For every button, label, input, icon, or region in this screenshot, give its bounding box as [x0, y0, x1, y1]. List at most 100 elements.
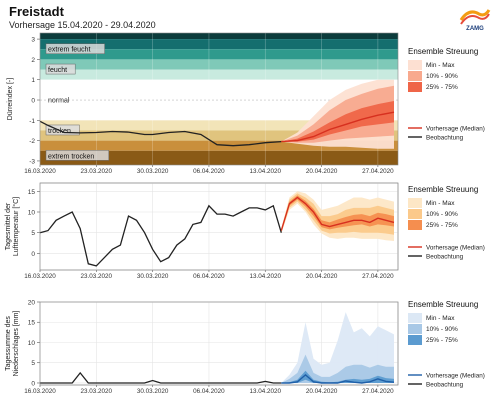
legend-swatch — [408, 198, 422, 208]
drought-band — [40, 33, 398, 40]
x-tick-label: 06.04.2020 — [193, 273, 225, 280]
x-tick-label: 27.04.2020 — [362, 388, 394, 395]
legend-swatch — [408, 60, 422, 70]
legend-swatch — [408, 335, 422, 345]
category-label: trocken — [48, 128, 71, 135]
drought-band — [40, 39, 398, 50]
x-tick-label: 30.03.2020 — [137, 388, 169, 395]
legend-line-label: Vorhersage (Median) — [426, 373, 485, 380]
x-tick-label: 13.04.2020 — [250, 273, 282, 280]
observation-line — [39, 120, 282, 147]
x-tick-label: 23.03.2020 — [81, 273, 113, 280]
x-tick-label: 27.04.2020 — [362, 168, 394, 175]
legend-title: Ensemble Streuung — [408, 185, 478, 194]
x-tick-label: 23.03.2020 — [81, 388, 113, 395]
chart-panel-2: 0 5 10 15 16.03.2020 23.03.2020 30.03.2020 06.0… — [5, 182, 485, 280]
legend-line-label: Beobachtung — [426, 254, 464, 261]
drought-band — [40, 69, 398, 80]
legend-line-label: Beobachtung — [426, 382, 464, 389]
legend-swatch — [408, 82, 422, 92]
x-tick-label: 13.04.2020 — [250, 168, 282, 175]
y-tick-label: 1 — [31, 77, 35, 84]
x-tick-label: 16.03.2020 — [24, 388, 56, 395]
legend-item: Min - Max — [426, 315, 455, 322]
legend-item: Min - Max — [426, 200, 455, 207]
drought-band — [40, 140, 398, 151]
plot-frame — [39, 301, 399, 386]
category-label: extrem feucht — [48, 47, 90, 54]
drought-band — [40, 120, 398, 131]
legend-line-label: Vorhersage (Median) — [426, 245, 485, 252]
chart-panel-1: -3 -2 -1 0 1 2 3 16.03.2020 23.03.2020 30.03.2020… — [7, 32, 485, 175]
x-tick-label: 16.03.2020 — [24, 273, 56, 280]
category-label-box — [45, 150, 110, 161]
logo-text: ZAMG — [466, 26, 484, 32]
band-10-90 — [281, 85, 394, 143]
forecast-median-line — [281, 373, 395, 384]
drought-band — [40, 150, 398, 165]
observation-line — [40, 371, 282, 384]
legend-swatch — [408, 209, 422, 219]
legend-line-label: Beobachtung — [426, 135, 464, 142]
x-tick-label: 30.03.2020 — [137, 273, 169, 280]
forecast-median-line — [281, 111, 395, 143]
category-label-box — [45, 124, 80, 136]
legend-swatch — [408, 313, 422, 323]
y-tick-label: 0 — [31, 380, 35, 387]
legend-swatch — [408, 324, 422, 334]
zamg-logo: ZAMG — [457, 4, 493, 32]
legend-item: 25% - 75% — [426, 337, 458, 344]
y-axis-label: Lufttemperatur [°C] — [12, 197, 20, 256]
legend-item: 25% - 75% — [426, 84, 458, 91]
legend-line-label: Vorhersage (Median) — [426, 126, 485, 133]
legend: Ensemble Streuung Min - Max 10% - 90% 25% -… — [408, 185, 485, 261]
y-tick-label: 2 — [31, 57, 35, 64]
y-tick-label: 20 — [28, 300, 36, 307]
station-title: Freistadt — [9, 4, 64, 19]
category-label: normal — [48, 98, 70, 105]
y-axis-label: Tagessumme des — [5, 316, 12, 371]
legend: Ensemble Streuung Min - Max 10% - 90% 25% -… — [408, 300, 485, 389]
y-tick-label: 0 — [31, 98, 35, 105]
y-tick-label: 15 — [28, 189, 36, 196]
plot-frame — [39, 32, 399, 166]
y-tick-label: 15 — [28, 320, 36, 327]
x-tick-label: 13.04.2020 — [250, 388, 282, 395]
legend-item: 10% - 90% — [426, 326, 458, 333]
drought-band — [40, 59, 398, 70]
y-tick-label: 3 — [31, 37, 35, 44]
legend-item: 10% - 90% — [426, 73, 458, 80]
band-25-75 — [281, 195, 394, 232]
y-axis-label: Tagesmittel der — [5, 202, 12, 250]
y-tick-label: 10 — [28, 210, 36, 217]
x-tick-label: 06.04.2020 — [193, 388, 225, 395]
y-tick-label: 5 — [31, 230, 35, 237]
forecast-period: Vorhersage 15.04.2020 - 29.04.2020 — [9, 20, 156, 30]
drought-band — [40, 130, 398, 141]
x-tick-label: 06.04.2020 — [193, 168, 225, 175]
x-tick-label: 20.04.2020 — [306, 273, 338, 280]
category-label-box — [45, 63, 76, 75]
legend-item: 25% - 75% — [426, 222, 458, 229]
category-label: extrem trocken — [48, 153, 94, 160]
y-tick-label: -1 — [29, 118, 35, 125]
x-tick-label: 23.03.2020 — [81, 168, 113, 175]
drought-band — [40, 49, 398, 60]
x-tick-label: 20.04.2020 — [306, 168, 338, 175]
y-tick-label: -2 — [29, 138, 35, 145]
legend: Ensemble Streuung Min - Max 10% - 90% 25% -… — [408, 47, 485, 142]
y-tick-label: 0 — [31, 251, 35, 258]
legend-swatch — [408, 71, 422, 81]
x-tick-label: 16.03.2020 — [24, 168, 56, 175]
y-tick-label: 5 — [31, 360, 35, 367]
band-25-75 — [281, 370, 394, 383]
legend-item: 10% - 90% — [426, 211, 458, 218]
y-axis-label: Dürreindex [-] — [7, 78, 14, 120]
y-tick-label: -3 — [29, 158, 35, 165]
legend-title: Ensemble Streuung — [408, 300, 478, 309]
x-tick-label: 30.03.2020 — [137, 168, 169, 175]
observation-line — [39, 204, 282, 267]
band-25-75 — [281, 101, 394, 142]
y-tick-label: 10 — [28, 340, 36, 347]
